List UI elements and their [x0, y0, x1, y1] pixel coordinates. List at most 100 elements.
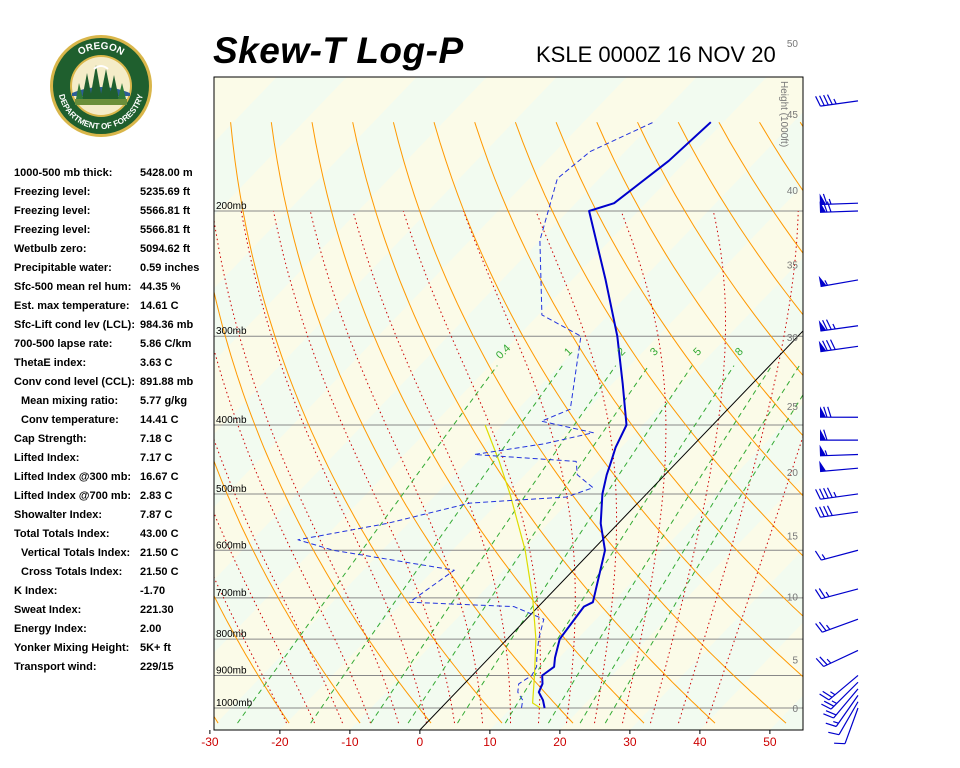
stat-value: 14.61 C	[140, 300, 179, 312]
moist-adiabat	[535, 210, 618, 724]
temperature-axis-ticks: -30 -20 -10 0 10 20 30 40 50	[201, 730, 777, 749]
stat-value: 221.30	[140, 604, 174, 616]
wind-barb-feather	[821, 703, 832, 710]
moist-adiabats	[214, 210, 803, 724]
stat-value: 5.77 g/kg	[140, 395, 188, 407]
wind-barb-staff	[820, 511, 859, 518]
wind-barb-pennant	[819, 444, 826, 456]
stat-label: 700-500 lapse rate:	[14, 338, 113, 350]
stat-label: Lifted Index @300 mb:	[14, 471, 132, 483]
wind-barb-feather	[828, 198, 832, 205]
dry-adiabat	[841, 122, 960, 723]
wind-barb-staff	[838, 701, 859, 735]
height-tick-label: 35	[787, 261, 799, 272]
skewed-isotherm-bands	[214, 77, 803, 730]
wind-barb-feather	[825, 339, 832, 351]
temperature-tick-label: -10	[341, 735, 359, 749]
wind-barb-feather	[826, 487, 833, 498]
stat-label: Precipitable water:	[14, 262, 112, 274]
dry-adiabat	[214, 459, 361, 724]
wind-barb	[819, 444, 859, 457]
stat-label: K Index:	[14, 585, 58, 597]
stat-value: 7.87 C	[140, 509, 173, 521]
wind-barb-staff	[821, 588, 859, 600]
station-time-label: KSLE 0000Z 16 NOV 20	[536, 42, 776, 67]
plot-frame	[213, 76, 804, 731]
stat-value: 16.67 C	[140, 471, 179, 483]
wind-barb-feather	[822, 193, 828, 205]
moist-adiabat	[214, 347, 371, 724]
wind-barb-feather	[834, 742, 846, 745]
wind-barb-feather	[823, 487, 829, 499]
stat-value: 5566.81 ft	[140, 224, 191, 236]
wind-barb-feather	[824, 280, 829, 286]
dry-adiabat	[230, 122, 503, 724]
mixing-ratio-line	[504, 365, 735, 724]
wind-barb	[815, 487, 859, 500]
wind-barb-feather	[822, 690, 833, 698]
wind-barb-feather	[833, 98, 837, 105]
wind-barb-staff	[820, 345, 859, 353]
temperature-trace	[537, 121, 712, 709]
moist-adiabat	[678, 210, 799, 724]
stat-label: Freezing level:	[14, 224, 91, 236]
wind-barb-feather	[826, 94, 833, 105]
wind-barb-feather	[833, 721, 839, 724]
wind-barb-pennant	[820, 429, 826, 441]
stat-value: 3.63 C	[140, 357, 173, 369]
height-tick-label: 25	[787, 402, 799, 413]
isotherm-band	[214, 77, 803, 726]
temperature-tick-label: -30	[201, 735, 219, 749]
dry-adiabat	[22, 122, 147, 723]
wind-barb-staff	[820, 279, 859, 288]
wind-barb-staff	[819, 210, 859, 213]
stat-value: 0.59 inches	[140, 262, 200, 274]
wind-barb-pennant	[819, 193, 826, 205]
wind-barb-feather	[825, 319, 832, 330]
wind-barb	[815, 94, 859, 107]
wind-barb-staff	[819, 202, 859, 206]
moist-adiabat	[309, 210, 483, 724]
zero-isotherm-line	[419, 330, 803, 730]
wind-barb-feather	[815, 96, 821, 107]
mixing-ratio-line	[579, 365, 800, 724]
wind-barb-staff	[821, 549, 859, 561]
stat-value: 5094.62 ft	[140, 243, 191, 255]
logo-forest-icon	[72, 65, 130, 105]
height-tick-label: 50	[787, 39, 799, 50]
isotherm-band	[699, 622, 803, 730]
temperature-tick-label: 0	[417, 735, 424, 749]
stat-value: 229/15	[140, 661, 174, 673]
stat-label: Transport wind:	[14, 661, 97, 673]
wind-barb-feather	[815, 623, 823, 633]
wind-barb-feather	[823, 505, 829, 517]
wind-barb	[818, 319, 859, 332]
stat-value: 21.50 C	[140, 566, 179, 578]
stat-label: Conv temperature:	[21, 414, 119, 426]
isotherm-band	[559, 476, 803, 730]
dry-adiabat	[433, 122, 803, 678]
dry-adiabat	[555, 122, 803, 497]
moist-adiabat	[240, 210, 427, 724]
logo-top-text: OREGON	[76, 41, 126, 58]
wind-barb-feather	[829, 339, 836, 350]
isotherm-band	[214, 77, 557, 435]
wind-barb-feather	[819, 488, 825, 499]
moist-adiabat	[620, 210, 667, 724]
dry-adiabat	[596, 121, 803, 437]
dry-adiabat	[214, 594, 290, 724]
wind-barb-feather	[822, 319, 828, 331]
wind-barb-pennant	[818, 340, 827, 352]
chart-title: Skew-T Log-P	[213, 30, 464, 71]
wind-barb-feather	[815, 489, 821, 500]
dry-adiabat	[214, 715, 219, 724]
stat-value: 5428.00 m	[140, 167, 193, 179]
wind-barb-staff	[844, 707, 859, 744]
temperature-line	[537, 121, 712, 709]
wind-barb-feather	[830, 691, 836, 696]
wind-barb-feather	[832, 323, 836, 330]
stat-label: Sfc-Lift cond lev (LCL):	[14, 319, 135, 331]
wind-barb-feather	[819, 693, 830, 701]
wind-barb	[819, 675, 859, 701]
stat-value: 2.00	[140, 623, 162, 635]
